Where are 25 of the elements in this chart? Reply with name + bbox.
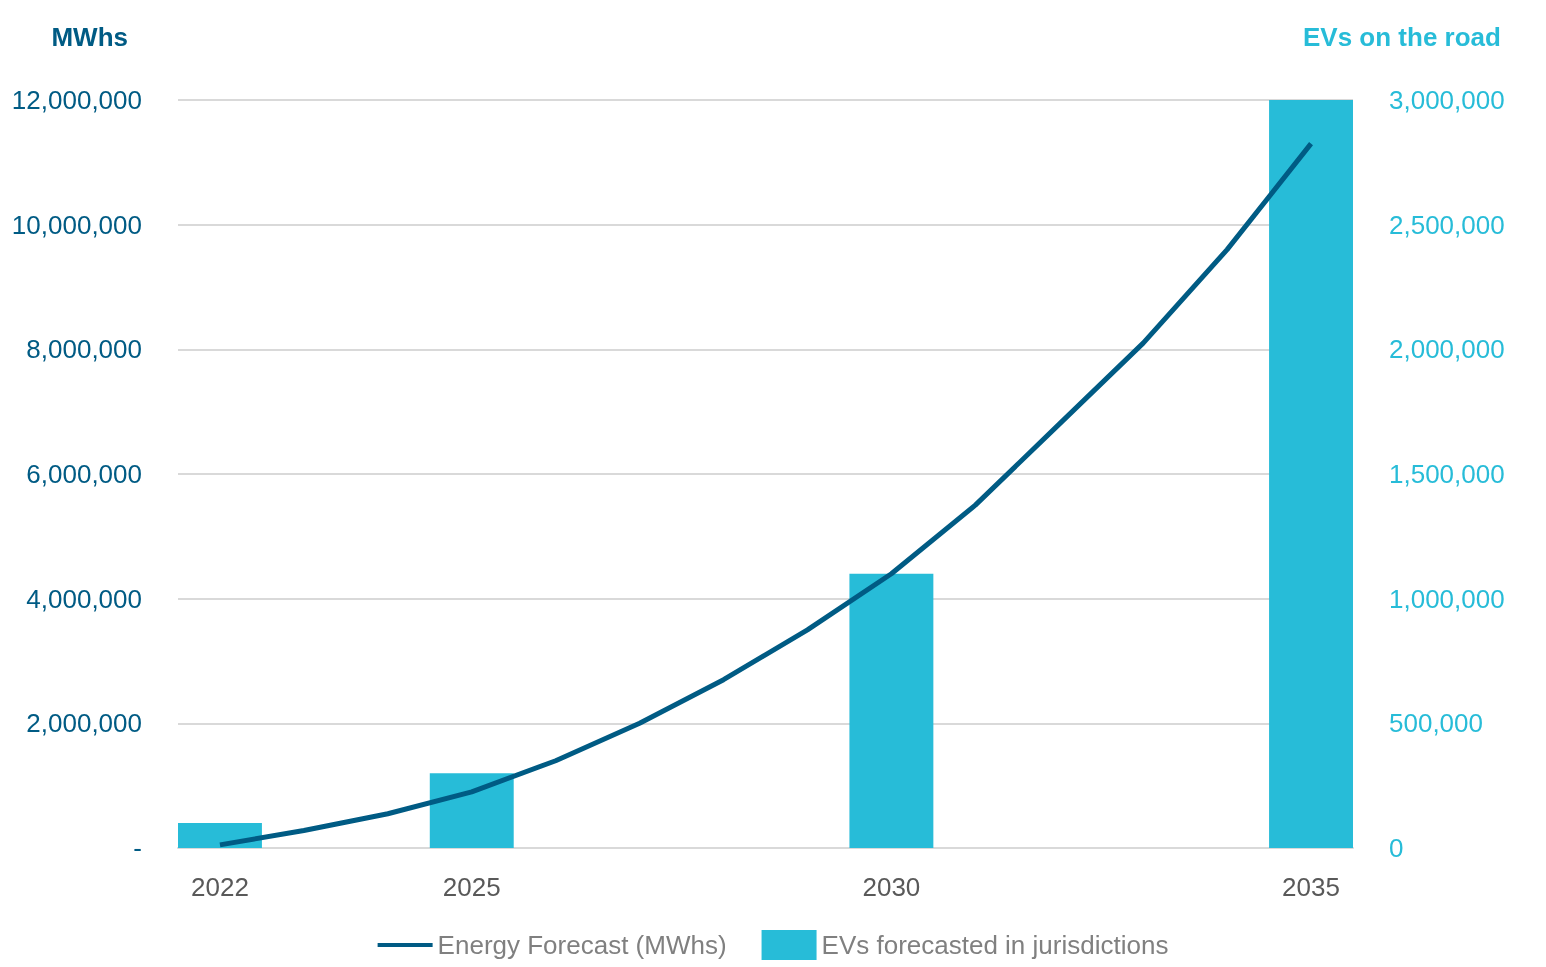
y-tick-label: 4,000,000 — [26, 583, 142, 614]
y2-tick-label: 3,000,000 — [1389, 85, 1505, 115]
bar — [1269, 100, 1353, 848]
y2-tick-label: 2,000,000 — [1389, 334, 1505, 365]
y2-tick-label: 0 — [1389, 833, 1404, 863]
y-tick-label: 8,000,000 — [26, 334, 142, 365]
bar — [429, 773, 514, 848]
x-tick-label: 2035 — [1282, 872, 1340, 902]
bar — [849, 573, 934, 848]
y2-axis-title: EVs on the road — [1303, 22, 1501, 52]
legend-label: Energy Forecast (MWhs) — [437, 930, 727, 960]
y-tick-label: 10,000,000 — [11, 209, 142, 240]
legend-label: EVs forecasted in jurisdictions — [821, 930, 1169, 960]
x-tick-label: 2030 — [862, 872, 921, 902]
x-tick-label: 2022 — [191, 872, 249, 902]
y-tick-label: 12,000,000 — [11, 85, 142, 115]
x-tick-label: 2025 — [442, 872, 501, 902]
y-tick-label: - — [133, 833, 142, 863]
y2-tick-label: 1,500,000 — [1389, 459, 1505, 489]
y2-tick-label: 500,000 — [1389, 708, 1483, 739]
y2-tick-label: 1,000,000 — [1389, 583, 1505, 614]
y-axis-title: MWhs — [51, 22, 128, 52]
y-tick-label: 6,000,000 — [26, 459, 142, 489]
y2-tick-label: 2,500,000 — [1389, 209, 1505, 240]
y-tick-label: 2,000,000 — [26, 708, 142, 739]
